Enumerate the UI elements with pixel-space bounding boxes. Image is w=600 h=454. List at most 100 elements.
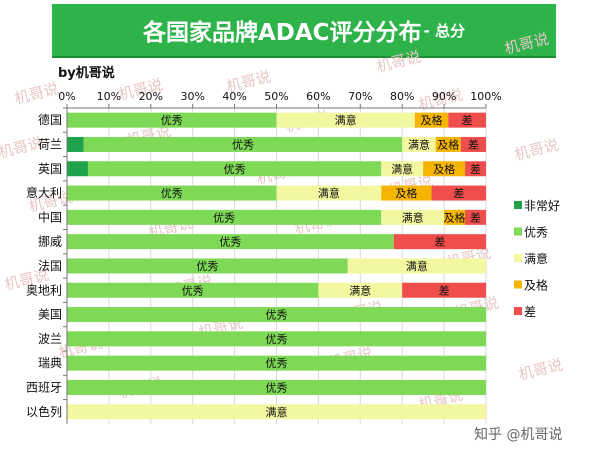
segment-label: 优秀 — [224, 163, 246, 176]
x-tick-label: 30% — [180, 90, 204, 103]
bar-segment — [67, 234, 394, 250]
bar-segment — [381, 209, 445, 225]
bar-segment — [67, 355, 486, 371]
segment-label: 差 — [453, 186, 464, 200]
bar-segment — [347, 258, 486, 274]
x-tick-label: 80% — [390, 90, 414, 103]
x-tick-label: 90% — [432, 90, 456, 103]
legend-label: 及格 — [524, 278, 548, 293]
segment-label: 满意 — [349, 283, 371, 297]
legend-swatch — [514, 307, 522, 315]
x-tick-label: 20% — [139, 90, 163, 103]
category-label: 挪威 — [38, 235, 62, 249]
segment-label: 优秀 — [266, 357, 288, 370]
bar-segment — [67, 331, 486, 347]
bar-segment — [276, 112, 415, 128]
segment-label: 及格 — [433, 162, 455, 176]
bar-segment — [431, 185, 486, 201]
x-tick-label: 60% — [306, 90, 330, 103]
segment-label: 差 — [470, 210, 481, 224]
category-label: 波兰 — [38, 332, 62, 346]
bar-segment — [444, 209, 466, 225]
segment-label: 满意 — [408, 137, 430, 151]
bar-segment — [67, 379, 486, 395]
category-label: 荷兰 — [38, 137, 62, 151]
category-label: 奥地利 — [26, 283, 62, 297]
legend-label: 满意 — [524, 251, 548, 266]
bar-segment — [67, 185, 277, 201]
bar-segment — [381, 161, 424, 177]
watermark-text: 机哥说 — [517, 356, 565, 384]
segment-label: 满意 — [266, 405, 288, 419]
category-label: 意大利 — [26, 185, 62, 200]
bar-segment — [67, 307, 486, 323]
segment-label: 差 — [470, 162, 481, 176]
segment-label: 及格 — [395, 186, 417, 200]
legend-label: 非常好 — [524, 199, 560, 213]
bar-segment — [381, 185, 432, 201]
category-label: 中国 — [38, 209, 62, 224]
watermark-text: 机哥说 — [375, 48, 423, 76]
segment-label: 满意 — [335, 113, 357, 127]
segment-label: 满意 — [318, 186, 340, 200]
segment-label: 及格 — [437, 137, 459, 151]
segment-label: 优秀 — [182, 284, 204, 297]
category-label: 德国 — [38, 112, 62, 127]
category-label: 美国 — [38, 308, 62, 322]
bar-segment — [67, 404, 486, 420]
chart-subtitle: - 总分 — [423, 21, 466, 40]
segment-label: 优秀 — [266, 381, 288, 394]
legend-swatch — [514, 254, 522, 262]
bar-segment — [460, 136, 486, 152]
segment-label: 优秀 — [196, 260, 218, 273]
segment-label: 满意 — [402, 210, 424, 224]
legend-label: 差 — [524, 305, 536, 319]
category-label: 西班牙 — [26, 380, 62, 394]
bar-segment — [318, 282, 403, 298]
bar-segment — [465, 209, 486, 225]
bar-segment — [393, 234, 486, 250]
legend-swatch — [514, 227, 522, 236]
segment-label: 差 — [468, 137, 479, 151]
bar-segment — [67, 258, 348, 274]
bar-segment — [402, 282, 486, 298]
segment-label: 优秀 — [161, 187, 183, 200]
category-label: 瑞典 — [38, 356, 62, 370]
footer-credit: 知乎 @机哥说 — [474, 427, 563, 443]
legend-label: 优秀 — [524, 226, 548, 240]
segment-label: 优秀 — [161, 114, 183, 127]
bar-segment — [67, 161, 88, 177]
segment-label: 优秀 — [266, 333, 288, 346]
x-tick-label: 40% — [222, 90, 246, 103]
segment-label: 差 — [462, 113, 473, 127]
chart-title-banner: 各国家品牌ADAC评分分布 - 总分 — [52, 4, 556, 58]
category-label: 英国 — [38, 162, 62, 176]
bar-segment — [414, 112, 449, 128]
bar-segment — [67, 112, 277, 128]
x-tick-label: 10% — [97, 90, 121, 103]
bar-segment — [465, 161, 486, 177]
legend-swatch — [514, 201, 522, 209]
watermark-text: 机哥说 — [513, 136, 561, 164]
x-tick-label: 100% — [470, 90, 501, 103]
watermark-text: 机哥说 — [13, 80, 61, 108]
bar-segment — [83, 136, 403, 152]
segment-label: 及格 — [444, 210, 466, 224]
byline: by机哥说 — [58, 66, 115, 81]
bar-segment — [67, 209, 382, 225]
x-tick-label: 0% — [58, 90, 75, 103]
segment-label: 差 — [434, 235, 445, 249]
segment-label: 满意 — [406, 259, 428, 273]
segment-label: 及格 — [421, 113, 443, 127]
segment-label: 优秀 — [232, 138, 254, 151]
bar-segment — [67, 136, 84, 152]
bar-segment — [435, 136, 461, 152]
chart-title: 各国家品牌ADAC评分分布 — [142, 20, 422, 46]
category-label: 以色列 — [26, 405, 62, 419]
bar-segment — [276, 185, 382, 201]
x-tick-label: 50% — [264, 90, 288, 103]
category-label: 法国 — [38, 259, 62, 273]
bar-segment — [402, 136, 436, 152]
segment-label: 优秀 — [219, 236, 241, 249]
